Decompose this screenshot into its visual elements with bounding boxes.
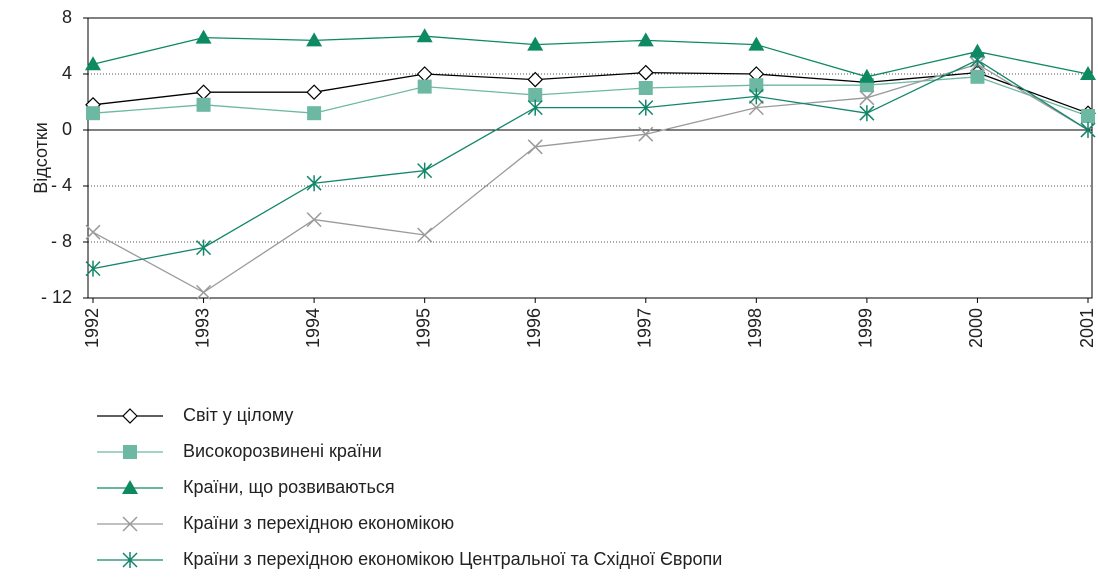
point bbox=[637, 32, 654, 47]
point bbox=[196, 284, 212, 300]
series-line bbox=[92, 63, 1089, 294]
point bbox=[638, 126, 654, 142]
point bbox=[969, 52, 985, 68]
y-axis-label: Відсотки bbox=[31, 122, 51, 194]
legend-label: Країни з перехідною економікою Центральн… bbox=[183, 549, 722, 569]
series-line bbox=[92, 71, 1089, 114]
x-tick-label: 1998 bbox=[745, 308, 765, 348]
legend-label: Світ у цілому bbox=[183, 405, 293, 425]
point bbox=[416, 28, 433, 43]
legend-item: Країни з перехідною економікою bbox=[97, 513, 454, 533]
y-tick-label: - 4 bbox=[51, 175, 72, 195]
y-tick-label: 4 bbox=[62, 63, 72, 83]
point bbox=[417, 162, 433, 179]
legend-marker bbox=[122, 552, 138, 568]
legend-item: Світ у цілому bbox=[97, 405, 293, 425]
point bbox=[195, 84, 212, 101]
point bbox=[748, 36, 765, 51]
legend-label: Країни, що розвиваються bbox=[183, 477, 395, 497]
point bbox=[527, 139, 543, 155]
point bbox=[85, 56, 101, 71]
point bbox=[858, 68, 875, 83]
point bbox=[85, 224, 101, 240]
point bbox=[306, 175, 322, 192]
point bbox=[859, 105, 875, 122]
y-tick-label: - 12 bbox=[41, 287, 72, 307]
point bbox=[85, 260, 101, 277]
x-tick-label: 1993 bbox=[192, 308, 212, 348]
y-tick-label: 0 bbox=[62, 119, 72, 139]
legend-marker bbox=[123, 445, 137, 459]
series-line bbox=[92, 76, 1089, 117]
legend-marker bbox=[122, 408, 138, 424]
point bbox=[970, 69, 985, 84]
point bbox=[86, 106, 100, 121]
point bbox=[528, 88, 543, 102]
point bbox=[1080, 122, 1096, 138]
x-tick-label: 2001 bbox=[1077, 308, 1097, 348]
point bbox=[859, 90, 875, 106]
legend-marker bbox=[122, 516, 138, 532]
point bbox=[417, 79, 432, 94]
point bbox=[1080, 66, 1096, 80]
legend-item: Високорозвинені країни bbox=[97, 441, 382, 461]
legend-label: Високорозвинені країни bbox=[183, 441, 382, 461]
point bbox=[196, 239, 212, 256]
x-tick-label: 1994 bbox=[303, 308, 323, 348]
y-tick-label: 8 bbox=[62, 7, 72, 27]
point bbox=[527, 36, 544, 51]
point bbox=[307, 106, 322, 121]
point bbox=[748, 100, 764, 116]
x-tick-label: 1997 bbox=[635, 308, 655, 348]
point bbox=[196, 97, 211, 112]
point bbox=[637, 64, 654, 81]
point bbox=[638, 99, 654, 116]
series-line bbox=[92, 59, 1089, 270]
point bbox=[969, 43, 986, 58]
point bbox=[527, 71, 544, 88]
point bbox=[638, 81, 653, 95]
point bbox=[306, 32, 323, 47]
point bbox=[527, 99, 543, 116]
x-tick-label: 1999 bbox=[856, 308, 876, 348]
legend-item: Країни, що розвиваються bbox=[97, 477, 395, 497]
point bbox=[306, 84, 322, 101]
point bbox=[306, 212, 322, 228]
point bbox=[416, 66, 433, 82]
point bbox=[417, 227, 433, 243]
x-tick-label: 1996 bbox=[524, 308, 544, 348]
point bbox=[1081, 109, 1095, 123]
legend-label: Країни з перехідною економікою bbox=[183, 513, 454, 533]
legend-marker bbox=[122, 480, 138, 494]
point bbox=[748, 88, 764, 105]
x-tick-label: 1995 bbox=[413, 308, 433, 348]
x-tick-label: 2000 bbox=[966, 308, 986, 348]
legend-item: Країни з перехідною економікою Центральн… bbox=[97, 549, 722, 569]
series-line bbox=[92, 35, 1089, 78]
x-tick-label: 1992 bbox=[82, 308, 102, 348]
plot-border bbox=[87, 17, 1093, 299]
point bbox=[195, 29, 212, 44]
point bbox=[749, 78, 764, 93]
y-tick-label: - 8 bbox=[51, 231, 72, 251]
